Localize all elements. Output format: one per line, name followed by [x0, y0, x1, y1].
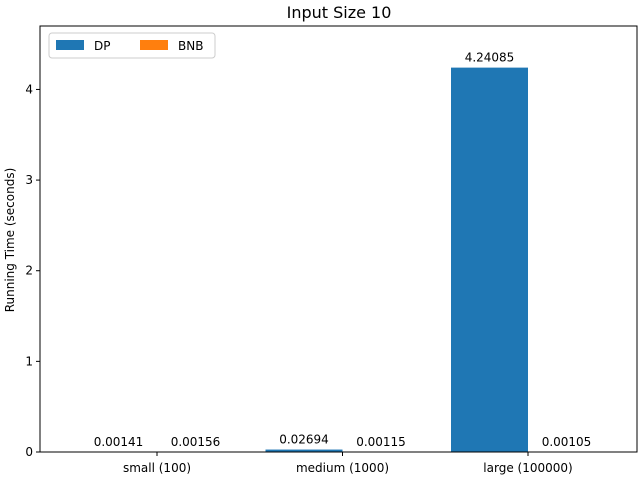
chart-title: Input Size 10	[287, 3, 392, 22]
y-axis-ticks: 0 1 2 3 4	[25, 82, 40, 459]
bar-label-bnb-0: 0.00156	[171, 435, 221, 449]
x-tick-label-2: large (100000)	[483, 461, 572, 475]
bar-labels-layer: 0.00141 0.00156 0.02694 0.00115 4.24085 0.001…	[94, 51, 592, 449]
legend-swatch-bnb	[140, 40, 168, 50]
y-tick-label-2: 2	[25, 264, 33, 278]
legend-box	[48, 32, 216, 59]
y-tick-label-4: 4	[25, 82, 33, 96]
bar-dp-2	[451, 67, 528, 452]
bar-label-dp-1: 0.02694	[279, 433, 329, 447]
legend: DP BNB	[48, 32, 216, 59]
plot-frame	[39, 25, 638, 453]
bar-label-dp-0: 0.00141	[94, 435, 144, 449]
bars-layer	[80, 67, 605, 452]
y-tick-label-3: 3	[25, 173, 33, 187]
legend-label-bnb: BNB	[178, 39, 203, 53]
legend-label-dp: DP	[94, 39, 110, 53]
y-tick-label-0: 0	[25, 445, 33, 459]
y-tick-label-1: 1	[25, 354, 33, 368]
x-tick-label-1: medium (1000)	[296, 461, 389, 475]
bar-label-dp-2: 4.24085	[465, 51, 515, 65]
x-axis-ticks: small (100) medium (1000) large (100000)	[123, 452, 573, 475]
bar-label-bnb-1: 0.00115	[356, 435, 406, 449]
legend-swatch-dp	[56, 40, 84, 50]
bar-dp-1	[265, 449, 343, 452]
y-axis-label: Running Time (seconds)	[3, 168, 17, 313]
bar-label-bnb-2: 0.00105	[542, 435, 592, 449]
x-tick-label-0: small (100)	[123, 461, 191, 475]
